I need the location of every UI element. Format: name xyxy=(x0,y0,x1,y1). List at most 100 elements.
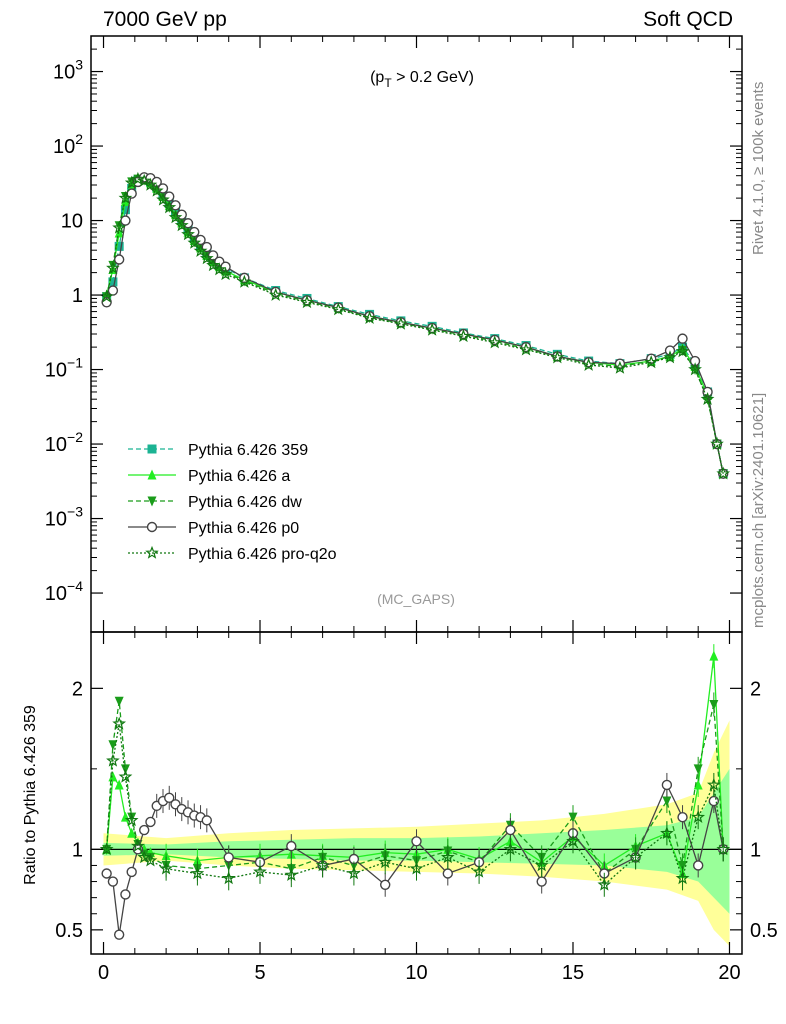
ratio-point-a xyxy=(108,771,118,782)
ratio-point-proq2o xyxy=(347,866,361,880)
ratio-point-p0 xyxy=(113,929,125,940)
ratio-point-dw xyxy=(108,740,118,751)
ratio-point-p0 xyxy=(139,824,150,836)
main-point-proq2o xyxy=(675,344,690,358)
ratio-point-p0 xyxy=(411,836,422,847)
ratio-point-proq2o xyxy=(124,813,139,827)
ratio-point-proq2o xyxy=(378,854,393,869)
ratio-point-p0 xyxy=(107,876,119,887)
main-line-proq2o xyxy=(105,178,724,474)
main-point-proq2o xyxy=(162,200,177,214)
main-y-tick-label: 103 xyxy=(53,57,83,84)
main-point-proq2o xyxy=(700,391,715,405)
ratio-panel-frame xyxy=(90,631,743,955)
legend-label-proq2o: Pythia 6.426 pro-q2o xyxy=(188,546,337,563)
ratio-point-proq2o xyxy=(409,861,424,875)
legend-item-p359: Pythia 6.426 359 xyxy=(128,442,308,459)
x-tick-label: 5 xyxy=(254,962,265,984)
legend-label-p359: Pythia 6.426 359 xyxy=(188,442,308,459)
main-series-proq2o xyxy=(99,171,731,480)
ratio-point-proq2o xyxy=(190,866,205,880)
ratio-point-proq2o xyxy=(143,853,158,867)
main-point-p359 xyxy=(108,277,118,287)
ratio-point-proq2o xyxy=(253,864,267,878)
main-y-tick-label: 10−3 xyxy=(45,504,83,531)
ratio-point-proq2o xyxy=(137,850,152,864)
process-label: Soft QCD xyxy=(643,8,733,31)
legend-marker-a xyxy=(147,469,157,480)
main-point-proq2o xyxy=(174,218,189,232)
ratio-point-proq2o xyxy=(99,842,114,856)
main-point-p0 xyxy=(702,386,713,398)
main-line-dw xyxy=(105,178,724,474)
ratio-point-proq2o xyxy=(440,850,455,864)
energy-label: 7000 GeV pp xyxy=(103,8,227,31)
ratio-point-p0 xyxy=(223,852,234,863)
main-point-proq2o xyxy=(156,192,170,206)
ratio-point-dw xyxy=(568,812,578,823)
main-y-tick-label: 10 xyxy=(61,211,83,233)
main-point-proq2o xyxy=(149,183,164,197)
main-point-dw xyxy=(108,260,118,271)
ratio-y-tick-label-left: 2 xyxy=(72,678,83,700)
main-point-proq2o xyxy=(581,357,596,371)
main-point-proq2o xyxy=(112,220,127,234)
legend-marker-proq2o xyxy=(145,545,159,559)
main-point-proq2o xyxy=(550,350,565,364)
ratio-point-proq2o xyxy=(284,867,299,882)
ratio-point-proq2o xyxy=(628,850,643,864)
main-point-proq2o xyxy=(613,360,627,374)
ratio-point-proq2o xyxy=(118,769,133,783)
main-series-p0 xyxy=(101,172,729,479)
ratio-point-p0 xyxy=(442,868,453,879)
main-line-p0 xyxy=(106,176,724,474)
main-point-proq2o xyxy=(710,436,724,450)
main-y-tick-label: 10−1 xyxy=(45,355,83,382)
analysis-annotation: (MC_GAPS) xyxy=(377,591,455,607)
legend-item-a: Pythia 6.426 a xyxy=(128,468,290,485)
main-point-p0 xyxy=(120,215,131,226)
ratio-y-tick-label-left: 1 xyxy=(72,839,83,861)
ratio-point-dw xyxy=(114,696,124,707)
legend: Pythia 6.426 359 Pythia 6.426 a Pythia 6.4… xyxy=(128,442,337,563)
main-point-proq2o xyxy=(519,342,533,356)
ratio-point-p0 xyxy=(126,866,137,878)
ratio-point-proq2o xyxy=(706,777,721,791)
ratio-point-proq2o xyxy=(597,877,612,891)
main-point-p0 xyxy=(677,333,688,344)
main-y-tick-label: 102 xyxy=(53,131,83,158)
ratio-point-proq2o xyxy=(221,871,236,885)
legend-label-a: Pythia 6.426 a xyxy=(188,468,290,485)
ratio-point-p0 xyxy=(708,795,720,807)
ratio-point-p0 xyxy=(164,792,175,804)
main-point-proq2o xyxy=(331,302,346,316)
ratio-point-a xyxy=(693,779,703,790)
legend-label-dw: Pythia 6.426 dw xyxy=(188,494,302,511)
ratio-point-p0 xyxy=(201,815,213,826)
legend-marker-dw xyxy=(147,496,157,507)
ratio-point-dw xyxy=(120,764,130,775)
ratio-point-proq2o xyxy=(472,864,486,878)
ratio-point-p0 xyxy=(692,860,704,871)
main-point-proq2o xyxy=(456,328,471,343)
main-point-proq2o xyxy=(143,177,158,191)
main-point-p0 xyxy=(107,285,119,296)
ratio-y-axis-label: Ratio to Pythia 6.426 359 xyxy=(22,705,39,885)
ratio-point-p0 xyxy=(286,840,297,852)
ratio-point-p0 xyxy=(380,879,391,890)
ratio-point-proq2o xyxy=(131,838,145,853)
legend-label-p0: Pythia 6.426 p0 xyxy=(188,520,299,537)
x-tick-label: 0 xyxy=(98,962,109,984)
legend-marker-p359 xyxy=(147,444,157,454)
main-point-proq2o xyxy=(237,274,252,288)
main-point-proq2o xyxy=(106,260,120,274)
ratio-point-p0 xyxy=(661,779,673,791)
main-point-proq2o xyxy=(268,287,283,301)
ratio-point-proq2o xyxy=(315,858,330,872)
ratio-point-proq2o xyxy=(534,858,549,872)
main-point-p0 xyxy=(270,286,281,298)
x-tick-label: 10 xyxy=(405,962,427,984)
ratio-point-proq2o xyxy=(112,716,127,730)
ratio-y-tick-label-right: 1 xyxy=(750,839,761,861)
